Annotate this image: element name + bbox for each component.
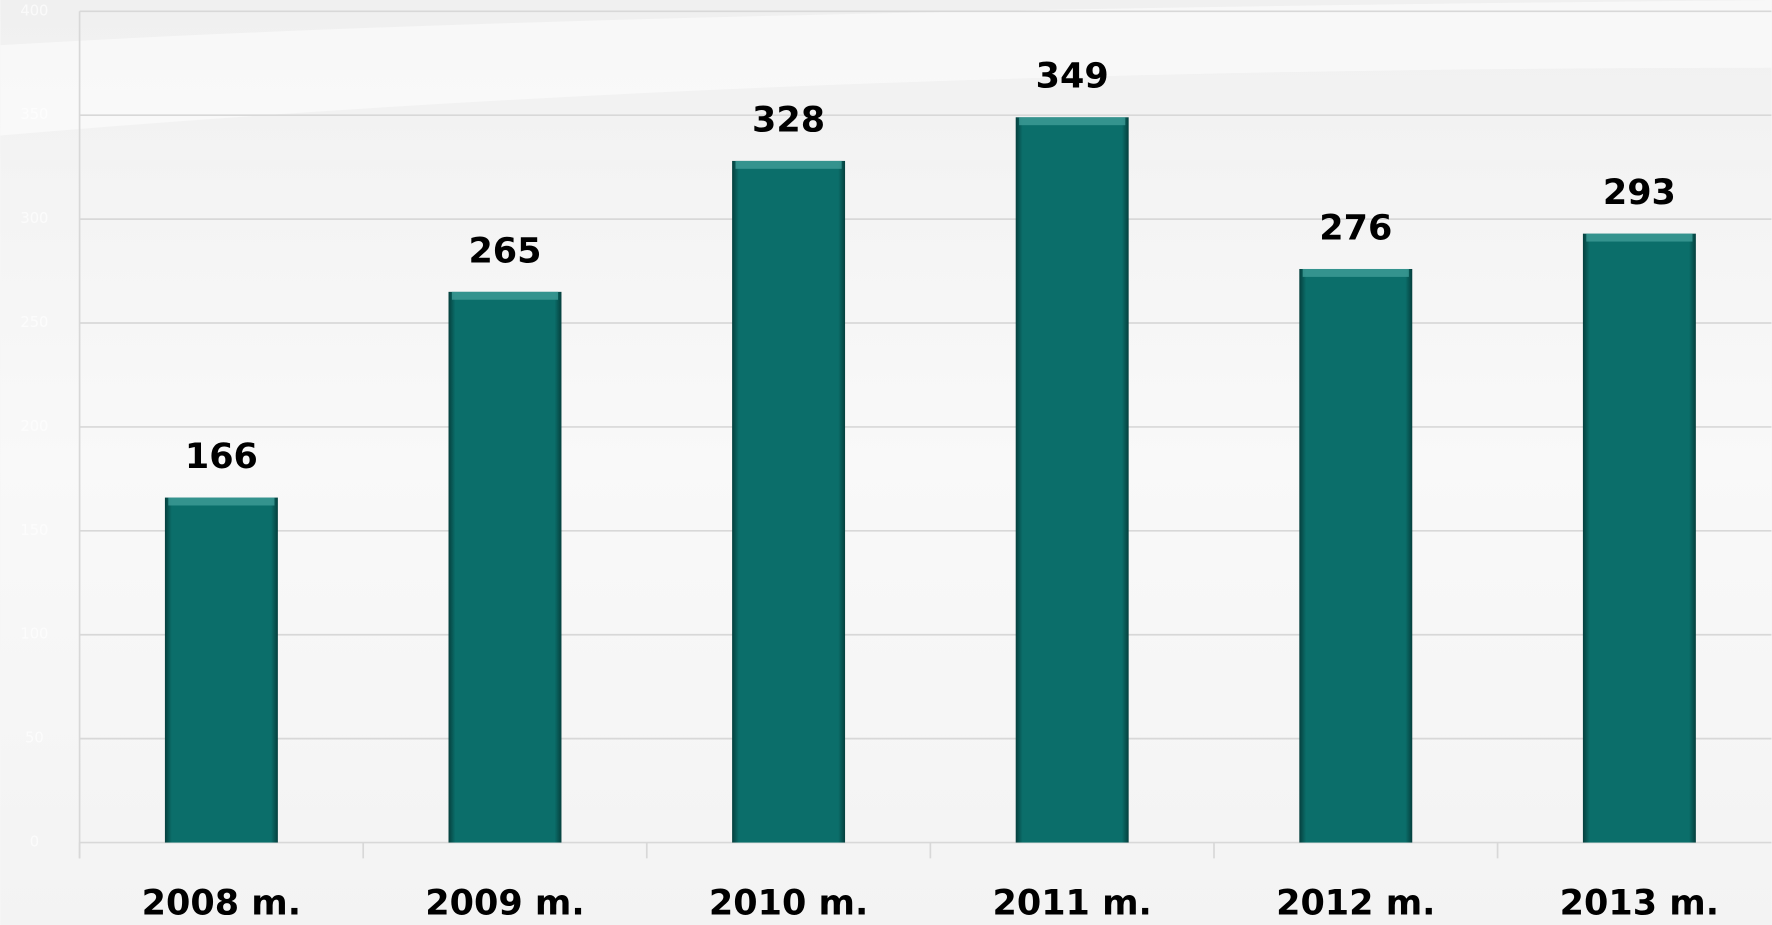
value-label: 276 [1319, 208, 1392, 248]
value-label: 265 [468, 231, 541, 271]
y-tick-label: 100 [20, 626, 48, 643]
background-sheen [0, 0, 1772, 136]
bar [732, 160, 846, 843]
bar [164, 497, 278, 843]
value-label: 166 [185, 437, 258, 477]
bar-bevel [1019, 117, 1126, 126]
bar [1299, 268, 1413, 843]
bar-bevel [735, 160, 842, 169]
bar-bevel [1302, 268, 1409, 277]
y-tick-label: 300 [20, 210, 48, 227]
value-label: 349 [1036, 57, 1109, 97]
value-label: 293 [1603, 173, 1676, 213]
x-tick-label: 2008 m. [142, 884, 301, 924]
y-tick-label: 50 [25, 730, 44, 747]
bar [448, 291, 562, 843]
value-label: 328 [752, 100, 825, 140]
bar-bevel [451, 291, 559, 300]
bar [1015, 117, 1129, 843]
y-tick-label: 250 [20, 314, 48, 331]
y-tick-label: 200 [20, 418, 48, 435]
x-tick-label: 2010 m. [709, 884, 868, 924]
bar-bevel [1586, 233, 1693, 242]
x-tick-label: 2009 m. [425, 884, 584, 924]
y-tick-label: 0 [30, 834, 39, 851]
x-tick-label: 2013 m. [1560, 884, 1719, 924]
bar-bevel [168, 497, 275, 506]
x-tick-label: 2011 m. [992, 884, 1151, 924]
y-tick-label: 350 [20, 106, 48, 123]
bar [1582, 233, 1696, 843]
y-tick-label: 150 [20, 522, 48, 539]
x-tick-label: 2012 m. [1276, 884, 1435, 924]
y-tick-label: 400 [20, 2, 48, 19]
